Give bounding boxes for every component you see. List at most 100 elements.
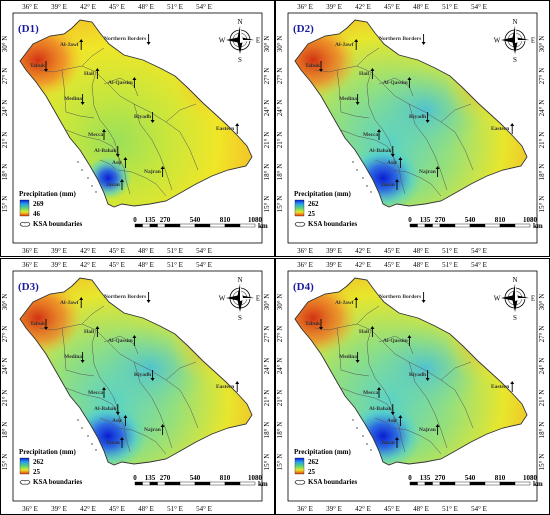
latitude-tick-label-left: 21° N xyxy=(276,390,284,407)
longitude-tick-label-top: 54° E xyxy=(471,3,487,11)
region-label: Medina xyxy=(64,354,82,360)
latitude-tick-label-left: 15° N xyxy=(276,196,284,213)
map-panel-d1: 36° E 36° E 39° E 39° E 42° E 42° E 45° E 45° E… xyxy=(0,0,275,257)
map-inner-frame xyxy=(287,270,538,502)
scale-bar-label: 270 xyxy=(435,474,446,482)
longitude-tick-label-top: 36° E xyxy=(297,261,313,269)
trend-arrow-icon xyxy=(319,61,323,72)
region-border xyxy=(81,305,105,325)
island-dot xyxy=(95,449,97,451)
longitude-tick-label-top: 36° E xyxy=(22,3,38,11)
scale-bar-label: 135 xyxy=(145,474,156,482)
longitude-tick-label-top: 51° E xyxy=(442,3,458,11)
latitude-tick-label-right: 18° N xyxy=(538,164,546,181)
boundary-symbol-icon xyxy=(19,479,31,485)
region-label: Hail xyxy=(84,71,95,77)
region-border xyxy=(103,77,139,97)
latitude-tick-label-left: 15° N xyxy=(276,454,284,471)
region-border xyxy=(340,129,388,147)
longitude-tick-label-top: 39° E xyxy=(51,261,67,269)
island-dot xyxy=(95,191,97,193)
trend-arrow-icon xyxy=(120,179,124,190)
scale-bar-label: 0 xyxy=(408,474,412,482)
region-label: Tabuk xyxy=(30,63,46,69)
region-border xyxy=(408,103,448,191)
region-border xyxy=(356,305,380,325)
longitude-tick-label-top: 42° E xyxy=(80,3,96,11)
compass-north-label: N xyxy=(512,18,517,26)
trend-arrow-icon xyxy=(377,387,381,398)
trend-arrow-icon xyxy=(319,319,323,330)
trend-arrow-icon xyxy=(115,404,120,415)
longitude-tick-label-top: 45° E xyxy=(384,261,400,269)
latitude-tick-label-right: 15° N xyxy=(538,454,546,471)
region-label: Medina xyxy=(339,96,357,102)
region-border xyxy=(165,361,197,381)
compass-west-label: W xyxy=(494,37,501,45)
latitude-tick-label-right: 21° N xyxy=(263,390,271,407)
trend-arrow-icon xyxy=(421,292,426,303)
map-panel-d3: 36° E 36° E 39° E 39° E 42° E 42° E 45° E 45° E… xyxy=(0,258,275,515)
scale-bar-label: 540 xyxy=(190,216,201,224)
trend-arrow-icon xyxy=(425,370,430,381)
longitude-tick-label-top: 51° E xyxy=(442,261,458,269)
latitude-tick-label-left: 18° N xyxy=(1,164,9,181)
latitude-tick-label-right: 15° N xyxy=(538,196,546,213)
region-label: Tabuk xyxy=(30,321,46,327)
legend-boundary-label: KSA boundaries xyxy=(308,478,357,486)
longitude-tick-label-top: 39° E xyxy=(326,261,342,269)
latitude-tick-label-left: 27° N xyxy=(1,68,9,85)
legend-title: Precipitation (mm) xyxy=(294,448,351,456)
region-label: Jazan xyxy=(106,440,120,446)
region-label: Northern Borders xyxy=(104,36,146,42)
region-border xyxy=(378,77,414,97)
island-dot xyxy=(362,435,364,437)
longitude-tick-label-bottom: 51° E xyxy=(442,505,458,513)
latitude-tick-label-right: 30° N xyxy=(538,36,546,53)
latitude-tick-label-left: 18° N xyxy=(276,164,284,181)
map-inner-frame xyxy=(287,12,538,244)
legend-min-value: 25 xyxy=(33,468,41,476)
scale-bar-label: 0 xyxy=(133,474,137,482)
region-label: Al-Bahah xyxy=(369,406,392,412)
trend-arrow-icon xyxy=(395,437,399,448)
latitude-tick-label-left: 21° N xyxy=(1,132,9,149)
latitude-tick-label-right: 27° N xyxy=(263,68,271,85)
longitude-tick-label-bottom: 42° E xyxy=(80,247,96,255)
longitude-tick-label-top: 36° E xyxy=(22,261,38,269)
compass-rose-icon xyxy=(226,284,254,312)
region-label: Medina xyxy=(339,354,357,360)
region-label: Riyadh xyxy=(134,114,151,120)
trend-arrow-icon xyxy=(132,335,137,346)
region-label: Northern Borders xyxy=(104,294,146,300)
region-border xyxy=(39,69,67,113)
region-label: Riyadh xyxy=(409,114,426,120)
region-label: Eastern xyxy=(216,384,234,390)
scale-bar xyxy=(134,223,256,228)
trend-arrow-icon xyxy=(123,415,128,426)
compass-south-label: S xyxy=(238,56,242,64)
region-border xyxy=(374,417,392,429)
island-dot xyxy=(81,169,83,171)
trend-arrow-icon xyxy=(80,352,85,363)
longitude-tick-label-bottom: 45° E xyxy=(384,505,400,513)
longitude-tick-label-top: 39° E xyxy=(326,3,342,11)
trend-arrow-icon xyxy=(390,404,395,415)
island-dot xyxy=(366,185,368,187)
region-label: Asir xyxy=(112,418,123,424)
map-panel-d2: 36° E 36° E 39° E 39° E 42° E 42° E 45° E 45° E… xyxy=(275,0,550,257)
trend-arrow-icon xyxy=(355,352,360,363)
region-label: Eastern xyxy=(216,126,234,132)
trend-arrow-icon xyxy=(146,34,151,45)
latitude-tick-label-right: 18° N xyxy=(263,422,271,439)
map-inner-frame xyxy=(12,270,263,502)
longitude-tick-label-bottom: 45° E xyxy=(109,505,125,513)
latitude-tick-label-left: 18° N xyxy=(276,422,284,439)
scale-bar-label: 1080 xyxy=(523,474,538,482)
scale-bar-label: 135 xyxy=(420,474,431,482)
region-label: Riyadh xyxy=(134,372,151,378)
region-border xyxy=(103,335,139,355)
scale-bar-label: 0 xyxy=(133,216,137,224)
latitude-tick-label-right: 15° N xyxy=(263,454,271,471)
scale-bar xyxy=(134,481,256,486)
